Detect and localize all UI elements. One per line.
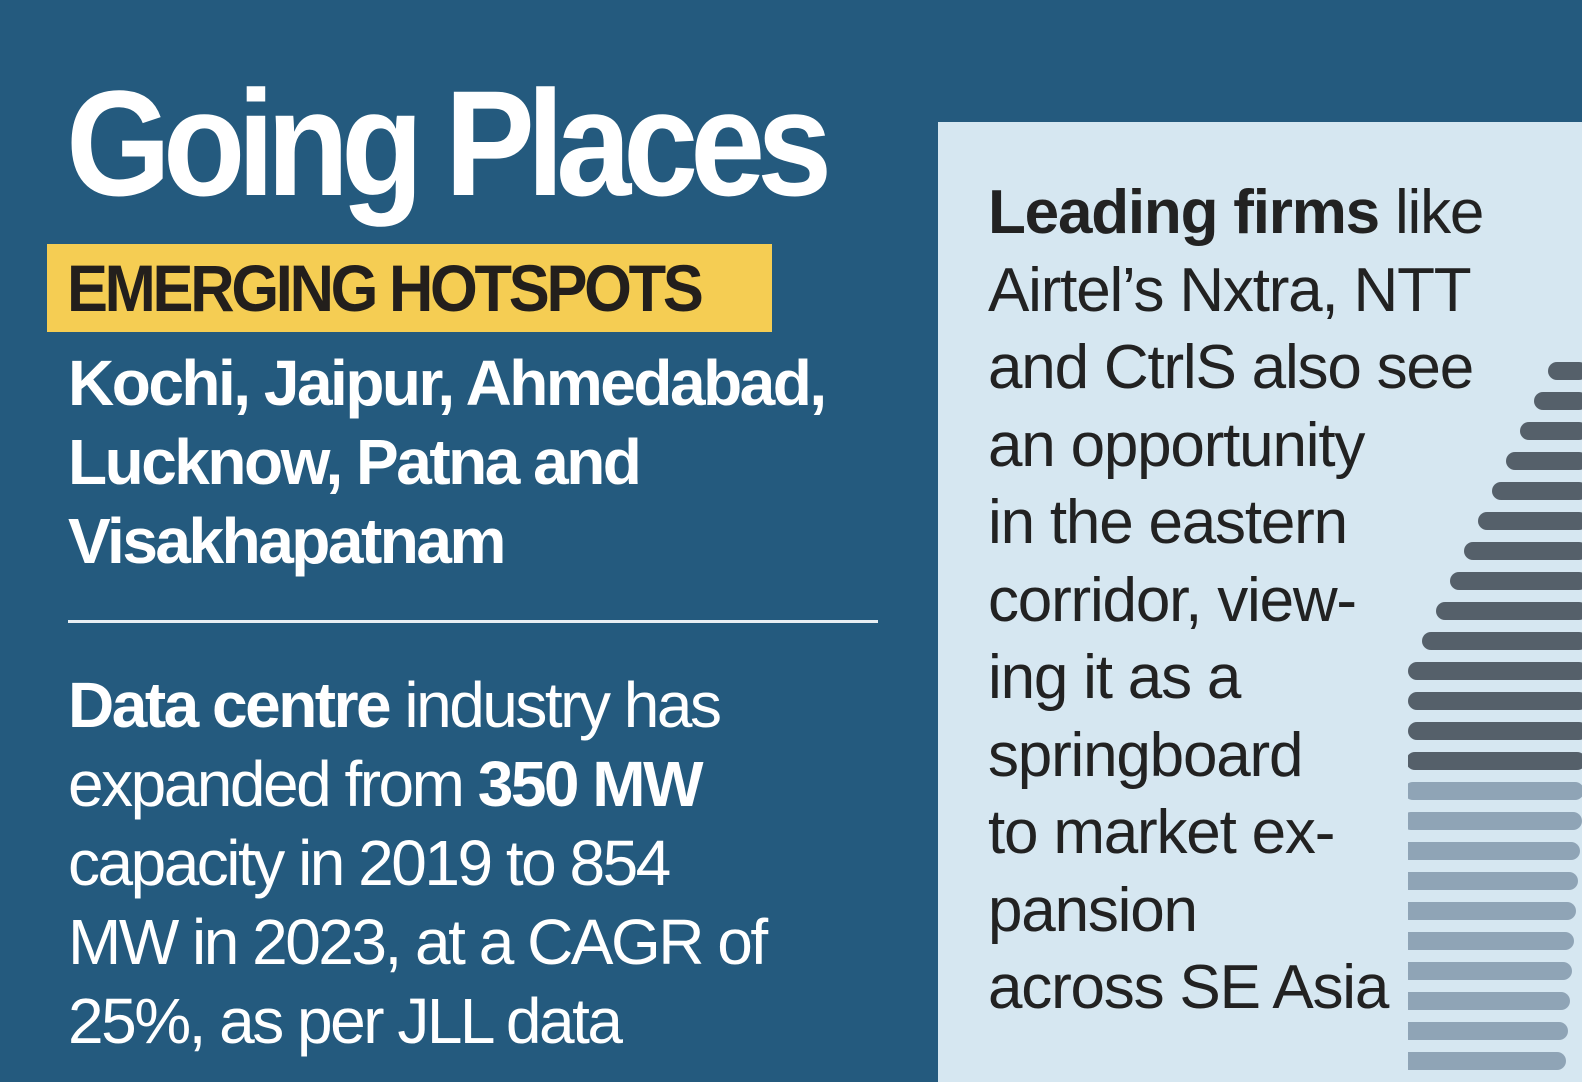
bold-text: Data centre (68, 669, 392, 741)
server-slat (1408, 992, 1570, 1010)
server-slat (1408, 872, 1578, 890)
text-line: expanded from 350 MW (68, 745, 766, 824)
cities-list: Kochi, Jaipur, Ahmedabad, Lucknow, Patna … (68, 344, 827, 581)
text: springboard (988, 720, 1303, 790)
text-line: Visakhapatnam (68, 502, 825, 581)
server-slat (1492, 482, 1582, 500)
text-line: Leading firms like (988, 174, 1484, 252)
text-line: MW in 2023, at a CAGR of (68, 903, 768, 982)
text-line: corridor, view- (988, 562, 1483, 640)
bold-text: Visakhapatnam (68, 505, 506, 577)
server-slat (1478, 512, 1582, 530)
bold-text: Kochi, Jaipur, Ahmedabad, (68, 347, 827, 419)
server-slat (1408, 902, 1576, 920)
text-line: capacity in 2019 to 854 (68, 824, 766, 903)
text-line: ing it as a (988, 639, 1483, 717)
server-slat (1408, 722, 1582, 740)
server-slat (1408, 962, 1572, 980)
text-line: pansion (988, 872, 1483, 950)
server-slat (1422, 632, 1582, 650)
stats-paragraph: Data centre industry has expanded from 35… (68, 666, 768, 1061)
text-line: an opportunity (988, 407, 1483, 485)
text: capacity in 2019 to 854 (68, 827, 671, 899)
text: pansion (988, 875, 1198, 945)
text: corridor, view- (988, 565, 1357, 635)
text: across SE Asia (988, 953, 1389, 1022)
text-line: across SE Asia (988, 949, 1483, 1027)
text: Airtel’s Nxtra, NTT (988, 255, 1472, 325)
section-tag: EMERGING HOTSPOTS (47, 244, 772, 332)
bold-text: Lucknow, Patna and (68, 426, 642, 498)
server-slat (1548, 362, 1582, 380)
text: to market ex- (988, 798, 1335, 867)
text-line: and CtrlS also see (988, 329, 1483, 407)
server-slat (1408, 1022, 1568, 1040)
text: expanded from (68, 748, 478, 820)
section-tag-label: EMERGING HOTSPOTS (67, 251, 704, 325)
server-slat (1408, 842, 1580, 860)
text: MW in 2023, at a CAGR of (68, 906, 768, 978)
text-line: in the eastern (988, 484, 1483, 562)
text-line: Kochi, Jaipur, Ahmedabad, (68, 344, 827, 423)
server-slat (1464, 542, 1582, 560)
text-line: to market ex- (988, 794, 1483, 872)
headline: Going Places (66, 59, 832, 227)
text: ing it as a (988, 643, 1241, 712)
server-slat (1408, 782, 1582, 800)
text-line: Data centre industry has (68, 666, 766, 745)
divider (68, 620, 878, 623)
text: and CtrlS also see (988, 333, 1474, 402)
server-slat (1408, 662, 1582, 680)
text-line: springboard (988, 717, 1483, 795)
server-slat (1506, 452, 1582, 470)
server-slat (1520, 422, 1582, 440)
server-slat (1408, 932, 1574, 950)
server-slat (1450, 572, 1582, 590)
text: like (1378, 178, 1484, 247)
bold-text: Leading firms (988, 178, 1380, 247)
server-slat (1534, 392, 1582, 410)
text: in the eastern (988, 488, 1348, 557)
binary-server-tower-icon (1408, 362, 1582, 1070)
server-slat (1408, 1052, 1566, 1070)
server-slat (1436, 602, 1582, 620)
bold-text: 350 MW (477, 748, 704, 820)
firms-paragraph: Leading firms like Airtel’s Nxtra, NTT and… (988, 174, 1484, 1027)
text: 25%, as per JLL data (68, 985, 623, 1057)
server-slat (1408, 752, 1582, 770)
text: an opportunity (988, 410, 1365, 480)
server-slat (1408, 692, 1582, 710)
text-line: Lucknow, Patna and (68, 423, 825, 502)
server-slat (1408, 812, 1582, 830)
text-line: Airtel’s Nxtra, NTT (988, 252, 1483, 330)
text-line: 25%, as per JLL data (68, 982, 766, 1061)
text: industry has (389, 669, 722, 741)
firms-panel: Leading firms like Airtel’s Nxtra, NTT and… (938, 122, 1582, 1082)
